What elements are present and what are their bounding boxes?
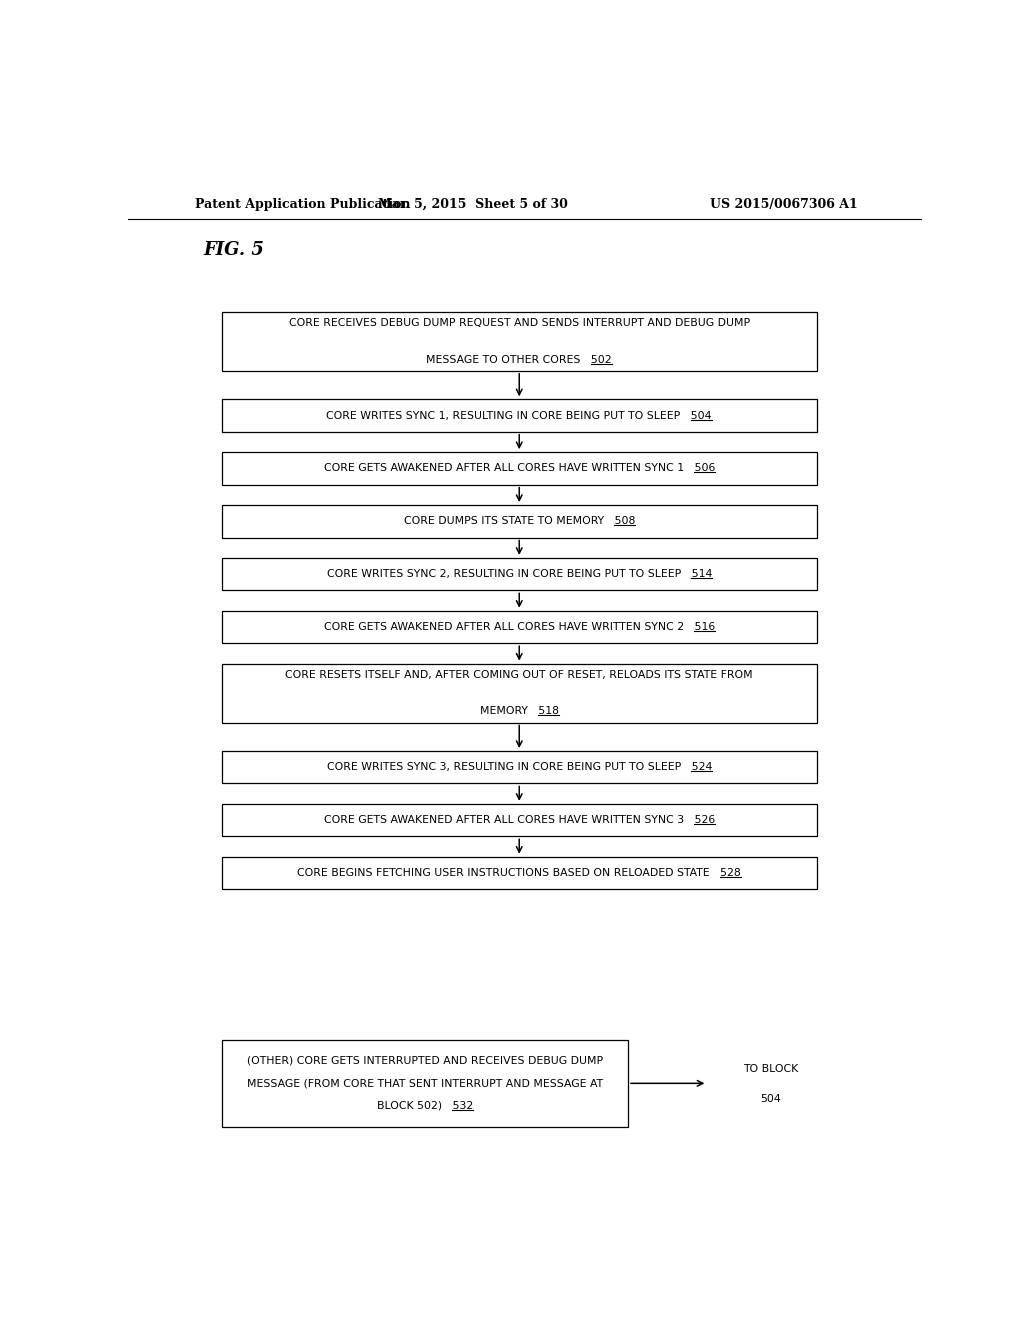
Text: CORE GETS AWAKENED AFTER ALL CORES HAVE WRITTEN SYNC 3   526: CORE GETS AWAKENED AFTER ALL CORES HAVE … bbox=[324, 814, 715, 825]
FancyBboxPatch shape bbox=[221, 611, 817, 643]
Text: Mar. 5, 2015  Sheet 5 of 30: Mar. 5, 2015 Sheet 5 of 30 bbox=[378, 198, 568, 211]
Text: CORE DUMPS ITS STATE TO MEMORY   508: CORE DUMPS ITS STATE TO MEMORY 508 bbox=[403, 516, 635, 527]
Text: CORE GETS AWAKENED AFTER ALL CORES HAVE WRITTEN SYNC 2   516: CORE GETS AWAKENED AFTER ALL CORES HAVE … bbox=[324, 622, 715, 632]
FancyBboxPatch shape bbox=[221, 506, 817, 537]
Text: TO BLOCK: TO BLOCK bbox=[743, 1064, 799, 1074]
FancyBboxPatch shape bbox=[221, 804, 817, 837]
Text: CORE RECEIVES DEBUG DUMP REQUEST AND SENDS INTERRUPT AND DEBUG DUMP: CORE RECEIVES DEBUG DUMP REQUEST AND SEN… bbox=[289, 318, 750, 329]
FancyBboxPatch shape bbox=[221, 751, 817, 784]
Text: FIG. 5: FIG. 5 bbox=[204, 240, 264, 259]
Text: (OTHER) CORE GETS INTERRUPTED AND RECEIVES DEBUG DUMP: (OTHER) CORE GETS INTERRUPTED AND RECEIV… bbox=[247, 1056, 603, 1067]
FancyBboxPatch shape bbox=[221, 312, 817, 371]
FancyBboxPatch shape bbox=[221, 1040, 628, 1126]
Text: CORE WRITES SYNC 1, RESULTING IN CORE BEING PUT TO SLEEP   504: CORE WRITES SYNC 1, RESULTING IN CORE BE… bbox=[327, 411, 712, 421]
Text: CORE WRITES SYNC 3, RESULTING IN CORE BEING PUT TO SLEEP   524: CORE WRITES SYNC 3, RESULTING IN CORE BE… bbox=[327, 762, 712, 772]
Text: CORE WRITES SYNC 2, RESULTING IN CORE BEING PUT TO SLEEP   514: CORE WRITES SYNC 2, RESULTING IN CORE BE… bbox=[327, 569, 712, 579]
FancyBboxPatch shape bbox=[221, 399, 817, 432]
Text: US 2015/0067306 A1: US 2015/0067306 A1 bbox=[711, 198, 858, 211]
FancyBboxPatch shape bbox=[221, 453, 817, 484]
FancyBboxPatch shape bbox=[221, 664, 817, 722]
FancyBboxPatch shape bbox=[221, 558, 817, 590]
Text: MESSAGE (FROM CORE THAT SENT INTERRUPT AND MESSAGE AT: MESSAGE (FROM CORE THAT SENT INTERRUPT A… bbox=[247, 1078, 603, 1088]
Text: CORE RESETS ITSELF AND, AFTER COMING OUT OF RESET, RELOADS ITS STATE FROM: CORE RESETS ITSELF AND, AFTER COMING OUT… bbox=[286, 669, 753, 680]
Text: CORE GETS AWAKENED AFTER ALL CORES HAVE WRITTEN SYNC 1   506: CORE GETS AWAKENED AFTER ALL CORES HAVE … bbox=[324, 463, 715, 474]
Text: CORE BEGINS FETCHING USER INSTRUCTIONS BASED ON RELOADED STATE   528: CORE BEGINS FETCHING USER INSTRUCTIONS B… bbox=[297, 869, 741, 878]
Text: MEMORY   518: MEMORY 518 bbox=[480, 706, 559, 717]
FancyBboxPatch shape bbox=[221, 857, 817, 890]
Text: Patent Application Publication: Patent Application Publication bbox=[196, 198, 411, 211]
Text: MESSAGE TO OTHER CORES   502: MESSAGE TO OTHER CORES 502 bbox=[426, 355, 612, 364]
Text: 504: 504 bbox=[761, 1093, 781, 1104]
Text: BLOCK 502)   532: BLOCK 502) 532 bbox=[377, 1101, 473, 1110]
